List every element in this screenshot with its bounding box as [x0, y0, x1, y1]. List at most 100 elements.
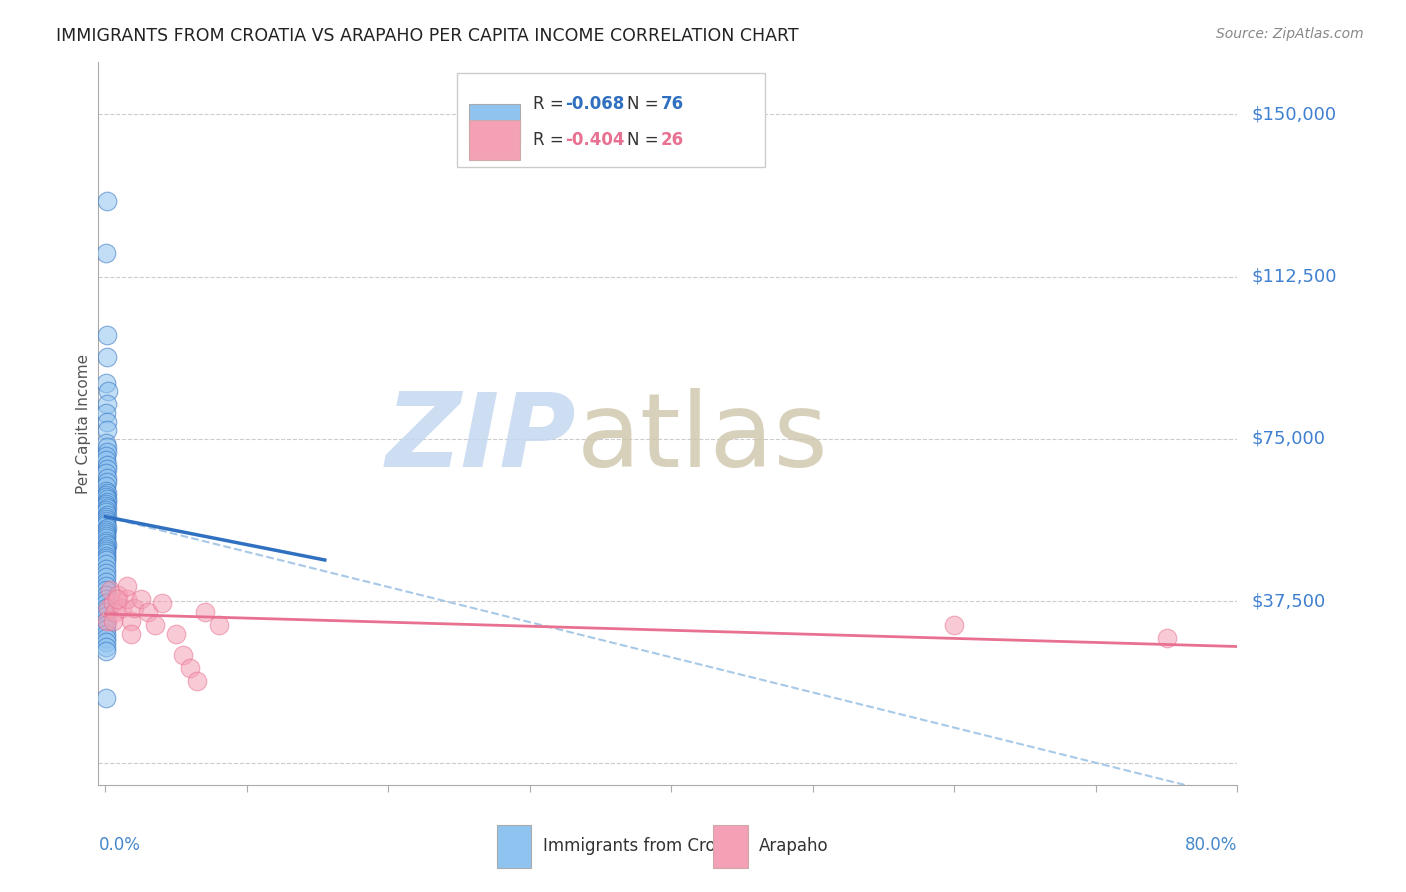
Text: $150,000: $150,000	[1251, 105, 1336, 123]
Point	[94, 583, 117, 598]
Text: Immigrants from Croatia: Immigrants from Croatia	[543, 838, 747, 855]
Point	[94, 596, 117, 610]
Point	[96, 328, 118, 343]
Point	[172, 648, 194, 662]
Point	[94, 532, 117, 546]
Point	[943, 618, 966, 632]
Point	[96, 540, 118, 554]
Point	[97, 600, 120, 615]
Text: atlas: atlas	[576, 388, 828, 489]
Point	[94, 591, 117, 606]
Point	[120, 626, 142, 640]
Text: 76: 76	[661, 95, 685, 113]
Text: $37,500: $37,500	[1251, 592, 1326, 610]
FancyBboxPatch shape	[498, 825, 531, 868]
Point	[150, 596, 173, 610]
Point	[94, 503, 117, 517]
Point	[208, 618, 231, 632]
Point	[96, 350, 118, 364]
Point	[94, 483, 117, 498]
Text: Source: ZipAtlas.com: Source: ZipAtlas.com	[1216, 27, 1364, 41]
Point	[96, 533, 118, 548]
Point	[107, 588, 129, 602]
Point	[96, 415, 118, 429]
Point	[96, 600, 118, 615]
Y-axis label: Per Capita Income: Per Capita Income	[76, 353, 91, 494]
Point	[94, 640, 117, 654]
Point	[96, 544, 118, 558]
Point	[94, 509, 117, 524]
Point	[96, 445, 118, 459]
Point	[94, 542, 117, 557]
Text: 80.0%: 80.0%	[1185, 836, 1237, 854]
Point	[101, 596, 124, 610]
Text: 26: 26	[661, 131, 685, 149]
Point	[96, 449, 118, 463]
Point	[94, 547, 117, 561]
Point	[94, 527, 117, 541]
Point	[94, 588, 117, 602]
Point	[165, 626, 187, 640]
Point	[115, 591, 138, 606]
Point	[94, 523, 117, 537]
Point	[96, 529, 118, 543]
Point	[96, 436, 118, 450]
Point	[94, 618, 117, 632]
FancyBboxPatch shape	[457, 73, 765, 167]
Point	[96, 508, 118, 522]
Point	[96, 245, 118, 260]
Point	[96, 499, 118, 513]
Text: -0.404: -0.404	[565, 131, 624, 149]
Point	[101, 614, 124, 628]
Point	[94, 453, 117, 467]
Point	[94, 635, 117, 649]
Point	[111, 600, 134, 615]
Point	[96, 553, 118, 567]
Point	[94, 626, 117, 640]
Point	[94, 497, 117, 511]
Point	[143, 618, 166, 632]
Point	[96, 520, 118, 534]
Text: N =: N =	[627, 95, 664, 113]
FancyBboxPatch shape	[713, 825, 748, 868]
Point	[96, 406, 118, 420]
Point	[94, 516, 117, 531]
Point	[193, 605, 215, 619]
Point	[105, 591, 128, 606]
Point	[96, 194, 118, 208]
Point	[94, 691, 117, 706]
Point	[96, 462, 118, 476]
Text: Arapaho: Arapaho	[759, 838, 828, 855]
Point	[122, 600, 145, 615]
Point	[96, 423, 118, 437]
Text: $112,500: $112,500	[1251, 268, 1337, 285]
Point	[104, 605, 127, 619]
Point	[94, 561, 117, 575]
Point	[96, 614, 118, 628]
Text: ZIP: ZIP	[387, 388, 576, 489]
Point	[94, 535, 117, 549]
Point	[96, 512, 118, 526]
Point	[96, 441, 118, 455]
Point	[96, 570, 118, 584]
FancyBboxPatch shape	[468, 104, 520, 144]
Point	[96, 486, 118, 500]
Point	[120, 614, 142, 628]
Point	[96, 501, 118, 516]
Point	[186, 674, 208, 689]
Point	[96, 479, 118, 493]
Point	[94, 605, 117, 619]
Point	[96, 475, 118, 489]
Point	[96, 397, 118, 411]
Point	[97, 384, 120, 399]
Text: -0.068: -0.068	[565, 95, 624, 113]
Text: 0.0%: 0.0%	[98, 836, 141, 854]
Point	[115, 579, 138, 593]
Point	[94, 558, 117, 572]
Point	[96, 579, 118, 593]
Point	[94, 614, 117, 628]
Point	[94, 609, 117, 624]
Point	[136, 605, 159, 619]
Point	[96, 549, 118, 563]
Text: IMMIGRANTS FROM CROATIA VS ARAPAHO PER CAPITA INCOME CORRELATION CHART: IMMIGRANTS FROM CROATIA VS ARAPAHO PER C…	[56, 27, 799, 45]
